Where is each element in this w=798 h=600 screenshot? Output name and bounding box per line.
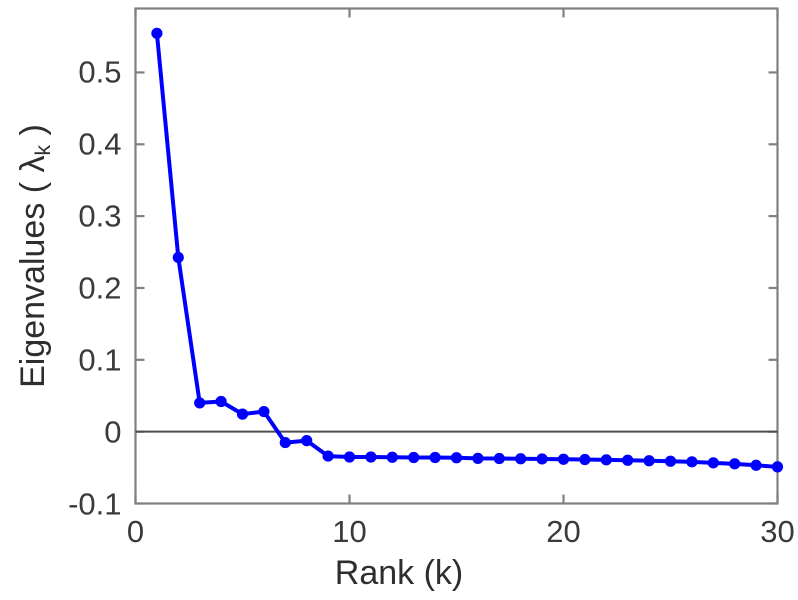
data-point [215,395,227,408]
data-point [151,27,163,39]
data-point [365,451,377,463]
data-point [322,450,334,462]
data-point [643,455,655,467]
y-tick-label: 0.4 [78,126,122,162]
data-point [622,454,634,466]
y-tick-label: 0.5 [78,54,122,90]
series-line-0 [154,31,780,469]
data-point [301,435,313,447]
data-point [408,451,420,464]
data-point [557,453,570,465]
data-point [472,452,484,464]
y-axis-title: Eigenvalues ( λk ) [14,124,55,388]
y-tick-label: 0 [104,414,122,450]
data-point [279,436,291,449]
data-point [386,451,398,463]
data-series-group [151,27,784,473]
x-axis-title: Rank (k) [334,554,464,592]
y-axis-title-tail: ) [14,124,52,145]
data-point [343,451,356,463]
data-point [664,455,677,467]
data-point [707,457,719,469]
y-axis-title-main: Eigenvalues ( λ [14,155,52,388]
data-point [450,452,463,464]
data-point [536,453,548,465]
data-point [515,453,527,465]
data-point [600,454,612,466]
y-tick-label: 0.1 [78,342,122,378]
data-point [172,251,184,264]
data-point [750,459,762,471]
data-point [258,405,270,418]
x-tick-label: 30 [760,513,795,549]
data-point [493,452,505,465]
y-axis-title-wrapper: Eigenvalues ( λk ) [14,0,64,516]
x-tick-label: 10 [332,513,367,549]
data-point [194,397,206,409]
axis-ticks [134,8,779,505]
data-point [771,461,784,473]
data-point [429,451,441,464]
y-axis-title-subscript: k [31,144,55,156]
data-point [686,456,698,468]
y-tick-label: -0.1 [68,486,122,521]
data-point [729,458,741,470]
x-tick-label: 0 [126,513,145,549]
x-tick-label: 20 [546,513,581,549]
axes-frame [134,7,779,505]
data-point [236,408,249,420]
y-tick-label: 0.3 [78,198,122,234]
data-point [579,453,591,466]
y-tick-label: 0.2 [78,270,122,306]
